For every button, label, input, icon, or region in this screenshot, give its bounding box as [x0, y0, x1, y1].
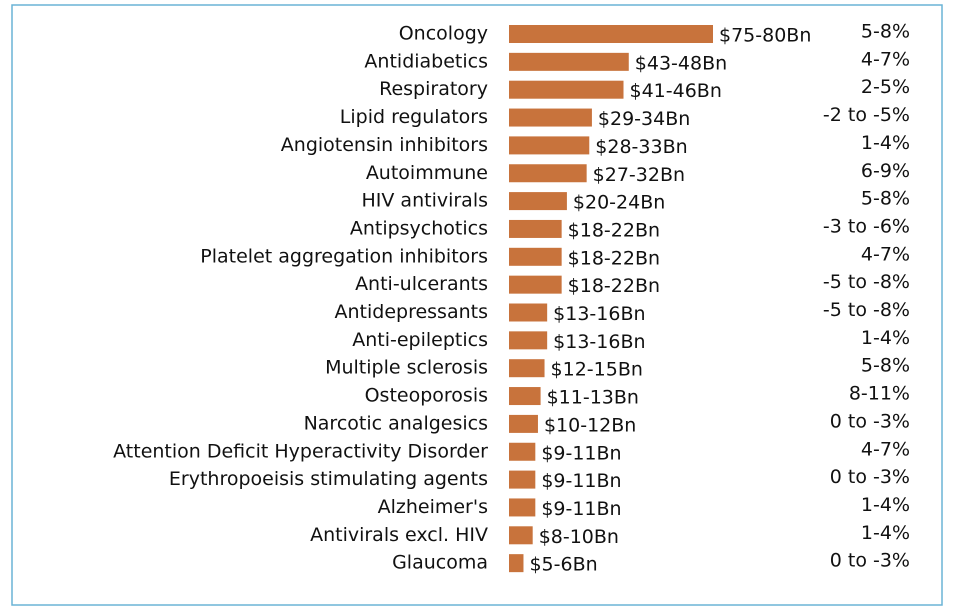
- category-label: Osteoporosis: [365, 385, 488, 407]
- growth-label: 4-7%: [861, 438, 910, 460]
- growth-label: 4-7%: [861, 48, 910, 70]
- growth-label: 1-4%: [861, 494, 910, 516]
- category-label: Erythropoeisis stimulating agents: [169, 468, 488, 490]
- value-label: $8-10Bn: [539, 526, 619, 548]
- growth-label: 5-8%: [861, 21, 910, 43]
- growth-label: 0 to -3%: [830, 410, 910, 432]
- growth-label: 5-8%: [861, 188, 910, 210]
- value-label: $11-13Bn: [547, 387, 639, 409]
- growth-label: 2-5%: [861, 76, 910, 98]
- growth-label: 1-4%: [861, 132, 910, 154]
- bar: [509, 442, 536, 461]
- bar: [509, 414, 538, 433]
- value-label: $75-80Bn: [719, 25, 811, 47]
- category-label: Platelet aggregation inhibitors: [200, 245, 488, 267]
- category-label: Anti-ulcerants: [355, 273, 488, 295]
- category-label: Glaucoma: [392, 552, 488, 574]
- frame: [11, 4, 943, 606]
- category-label: Oncology: [399, 23, 488, 45]
- bar: [509, 247, 562, 266]
- value-label: $20-24Bn: [573, 192, 665, 214]
- growth-label: 1-4%: [861, 522, 910, 544]
- value-label: $29-34Bn: [598, 108, 690, 130]
- value-label: $10-12Bn: [544, 414, 636, 436]
- category-label: Antidiabetics: [364, 50, 488, 72]
- growth-label: 1-4%: [861, 327, 910, 349]
- bar: [509, 387, 541, 406]
- growth-label: -5 to -8%: [823, 271, 910, 293]
- value-label: $9-11Bn: [541, 470, 621, 492]
- bar: [509, 108, 592, 127]
- growth-label: -3 to -6%: [823, 215, 910, 237]
- bar: [509, 331, 548, 350]
- category-label: Multiple sclerosis: [325, 357, 488, 379]
- bar: [509, 25, 713, 43]
- category-label: HIV antivirals: [362, 190, 489, 212]
- category-label: Alzheimer's: [378, 496, 488, 518]
- value-label: $13-16Bn: [553, 331, 645, 353]
- value-label: $5-6Bn: [529, 554, 597, 576]
- bar: [509, 136, 590, 155]
- bar: [509, 359, 545, 378]
- bar: [509, 526, 533, 545]
- category-label: Autoimmune: [366, 162, 488, 184]
- value-label: $12-15Bn: [551, 359, 643, 381]
- bar: [509, 164, 587, 183]
- growth-label: 4-7%: [861, 243, 910, 265]
- category-label: Antidepressants: [335, 301, 489, 323]
- category-label: Lipid regulators: [340, 106, 488, 128]
- bar: [509, 52, 629, 71]
- category-label: Antipsychotics: [350, 217, 488, 239]
- value-label: $18-22Bn: [568, 219, 660, 241]
- category-label: Angiotensin inhibitors: [281, 134, 488, 156]
- value-label: $18-22Bn: [568, 275, 660, 297]
- growth-label: 6-9%: [861, 160, 910, 182]
- bar: [509, 275, 562, 294]
- bar: [509, 303, 548, 322]
- bar: [509, 470, 536, 489]
- category-label: Attention Deficit Hyperactivity Disorder: [113, 440, 488, 462]
- value-label: $41-46Bn: [630, 80, 722, 102]
- growth-label: -2 to -5%: [823, 104, 910, 126]
- category-label: Anti-epileptics: [352, 329, 488, 351]
- value-label: $28-33Bn: [595, 136, 687, 158]
- bar: [509, 219, 562, 238]
- bar: [509, 554, 524, 573]
- growth-label: 0 to -3%: [830, 466, 910, 488]
- value-label: $13-16Bn: [553, 303, 645, 325]
- bar: [509, 498, 536, 517]
- growth-label: 0 to -3%: [830, 550, 910, 572]
- category-label: Narcotic analgesics: [304, 412, 488, 434]
- value-label: $9-11Bn: [541, 498, 621, 520]
- growth-label: 5-8%: [861, 355, 910, 377]
- value-label: $9-11Bn: [541, 442, 621, 464]
- bar: [509, 192, 567, 211]
- value-label: $43-48Bn: [635, 52, 727, 74]
- category-label: Respiratory: [379, 78, 488, 100]
- value-label: $27-32Bn: [593, 164, 685, 186]
- value-label: $18-22Bn: [568, 247, 660, 269]
- growth-label: 8-11%: [849, 383, 910, 405]
- bar: [509, 80, 624, 99]
- growth-label: -5 to -8%: [823, 299, 910, 321]
- category-label: Antivirals excl. HIV: [310, 524, 488, 546]
